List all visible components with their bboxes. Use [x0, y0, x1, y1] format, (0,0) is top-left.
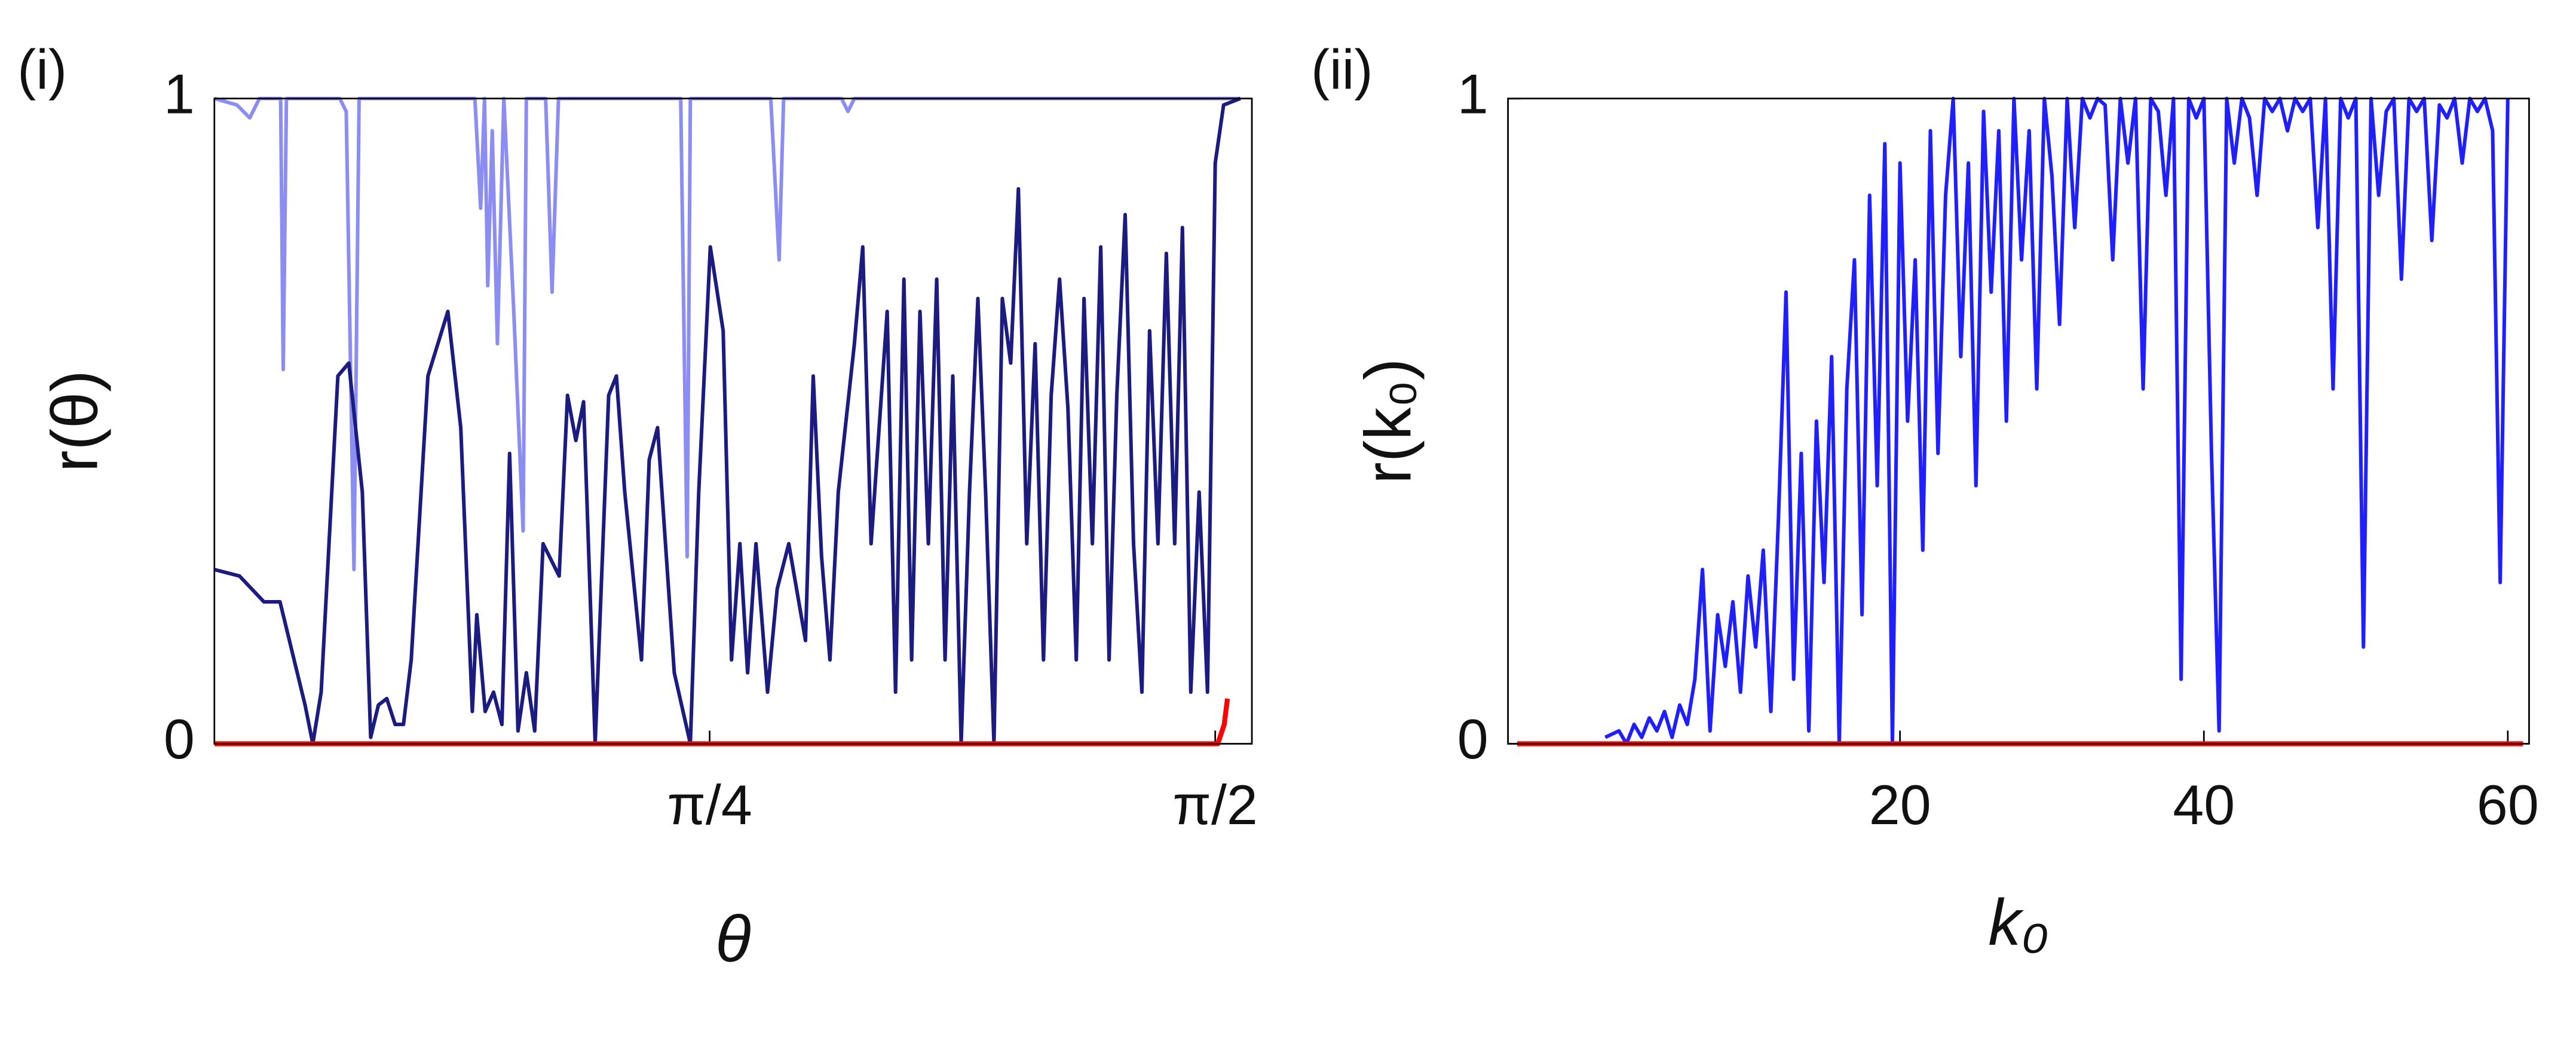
panel: (ii) r(k₀) k₀ 0 1 20 40 60 [1311, 38, 2539, 959]
y-tick-label: 1 [164, 63, 195, 126]
x-tick-label: 60 [2477, 773, 2539, 836]
panel-label: (i) [17, 38, 67, 100]
data-line [1604, 96, 2510, 746]
y-axis-label: r(k₀) [1352, 359, 1425, 484]
plot-data [1517, 96, 2523, 746]
panel: (i) r(θ) θ 0 1 π/4 π/2 [17, 38, 1258, 975]
plot-data [214, 96, 1241, 746]
x-tick-label: 20 [1869, 773, 1931, 836]
x-tick-label: π/2 [1173, 773, 1258, 836]
y-tick-label: 0 [164, 708, 195, 770]
data-line [214, 97, 1241, 746]
data-line [214, 96, 1240, 572]
panel-label: (ii) [1311, 38, 1373, 100]
plot-frame [1507, 97, 2530, 745]
y-axis-label: r(θ) [39, 370, 112, 472]
y-tick-label: 1 [1457, 63, 1488, 126]
x-tick-label: π/4 [667, 773, 752, 836]
data-line [214, 698, 1230, 746]
plot-frame [213, 97, 1253, 745]
x-axis-label: k₀ [1988, 886, 2048, 959]
y-tick-label: 0 [1457, 708, 1488, 770]
x-tick-label: 40 [2173, 773, 2235, 836]
x-axis-label: θ [715, 903, 751, 976]
